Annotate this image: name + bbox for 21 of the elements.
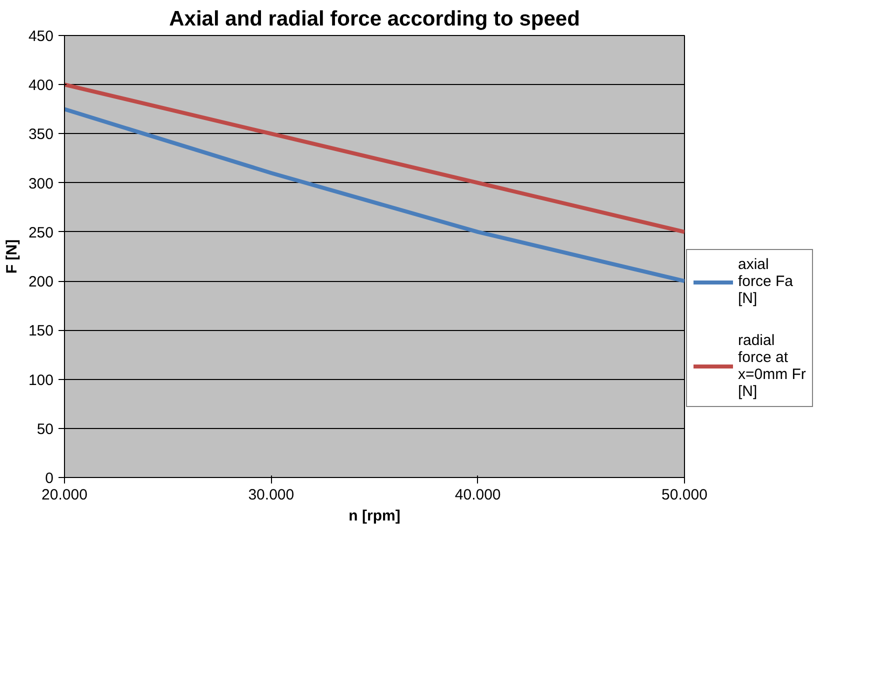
y-tick-label: 300: [28, 175, 54, 192]
x-axis-title: n [rpm]: [348, 508, 400, 524]
x-tick-label: 30.000: [248, 486, 294, 504]
y-tick-label: 100: [28, 372, 54, 389]
chart-title: Axial and radial force according to speed: [169, 8, 580, 30]
x-tick-label: 50.000: [662, 486, 708, 504]
x-tick-label: 40.000: [454, 486, 501, 504]
y-tick-label: 50: [36, 420, 54, 438]
y-tick-label: 400: [28, 77, 54, 94]
x-tick-label: 20.000: [42, 486, 88, 504]
legend-label: axial force Fa [N]: [738, 256, 794, 307]
y-tick-label: 200: [28, 274, 54, 291]
y-tick-label: 150: [28, 322, 54, 340]
y-axis-title: F [N]: [3, 239, 20, 274]
y-tick-label: 350: [28, 126, 54, 144]
y-tick-label: 0: [45, 470, 54, 487]
y-tick-label: 450: [28, 28, 54, 45]
y-tick-label: 250: [28, 224, 54, 242]
line-series: [64, 107, 684, 284]
line-series: [64, 82, 684, 234]
legend-label: radial force at x=0mm Fr [N]: [738, 332, 806, 400]
